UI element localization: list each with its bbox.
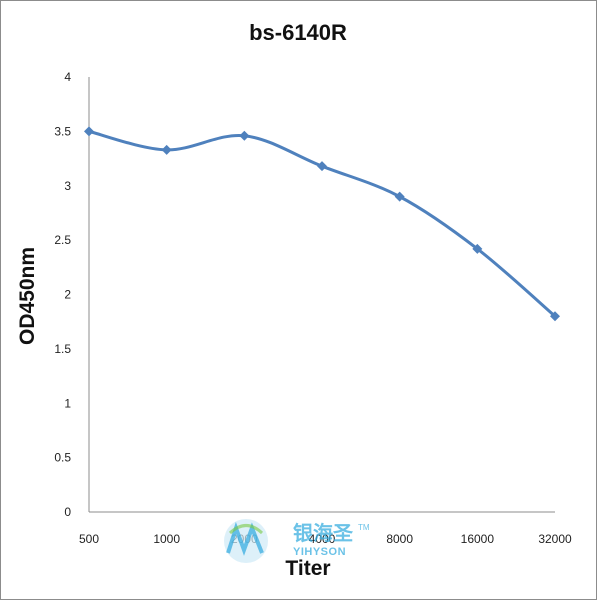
y-tick-label: 4 bbox=[64, 70, 71, 84]
y-tick-label: 0.5 bbox=[54, 451, 71, 465]
x-tick-label: 1000 bbox=[153, 532, 180, 546]
x-tick-label: 500 bbox=[79, 532, 99, 546]
watermark-cn: 银海圣 bbox=[293, 521, 354, 545]
x-tick-label: 8000 bbox=[386, 532, 413, 546]
y-tick-labels: 0 0.5 1 1.5 2 2.5 3 3.5 4 bbox=[54, 70, 71, 519]
logo-arc-icon bbox=[228, 524, 264, 535]
x-tick-label: 32000 bbox=[538, 532, 572, 546]
y-axis-label: OD450nm bbox=[16, 247, 39, 345]
data-point-marker bbox=[84, 126, 94, 137]
data-point-marker bbox=[161, 144, 172, 155]
x-tick-label: 16000 bbox=[461, 532, 495, 546]
y-tick-label: 0 bbox=[64, 505, 71, 519]
y-tick-label: 1 bbox=[64, 396, 71, 410]
data-point-marker bbox=[550, 311, 560, 322]
x-tick-label: 4000 bbox=[309, 532, 336, 546]
y-tick-label: 3.5 bbox=[54, 124, 71, 138]
data-point-marker bbox=[394, 191, 405, 202]
data-point-marker bbox=[317, 161, 327, 172]
y-tick-label: 2 bbox=[64, 288, 71, 302]
data-point-marker bbox=[472, 243, 483, 254]
yihyson-logo: 银海圣 TM YIHYSON bbox=[224, 519, 370, 563]
y-tick-label: 2.5 bbox=[54, 233, 71, 247]
data-point-marker bbox=[239, 130, 250, 141]
watermark-en: YIHYSON bbox=[293, 546, 346, 558]
series-line bbox=[88, 129, 556, 318]
y-tick-label: 3 bbox=[64, 179, 71, 193]
data-points bbox=[84, 126, 560, 322]
logo-wave-icon bbox=[226, 521, 264, 556]
chart-title: bs-6140R bbox=[249, 20, 347, 45]
x-axis-label: Titer bbox=[285, 557, 330, 580]
watermark-tm: TM bbox=[358, 523, 370, 532]
y-tick-label: 1.5 bbox=[54, 342, 71, 356]
